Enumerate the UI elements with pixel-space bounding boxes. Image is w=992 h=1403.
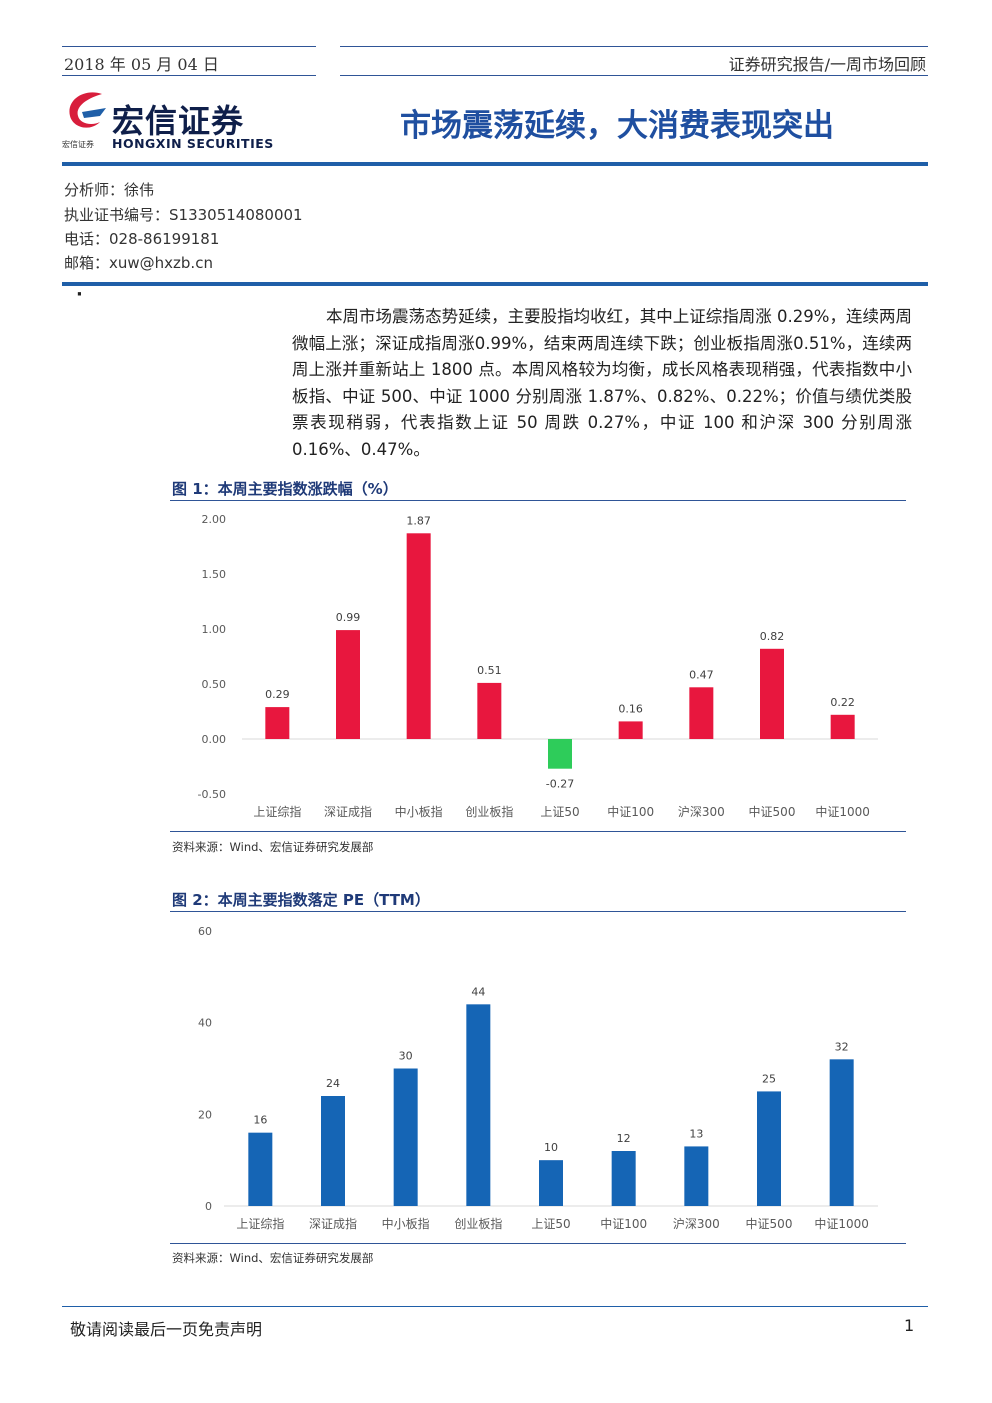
category-label: 沪深300 [678, 805, 725, 819]
data-label: 0.29 [265, 688, 290, 701]
data-label: 25 [762, 1072, 776, 1085]
bar-9 [830, 714, 855, 739]
category-label: 上证50 [531, 1217, 570, 1231]
data-label: 24 [326, 1077, 340, 1090]
y-tick-label: 20 [198, 1108, 212, 1121]
logo-chinese-name: 宏信证券 [112, 102, 245, 140]
data-label: -0.27 [546, 778, 574, 791]
bar-7 [689, 687, 714, 739]
category-label: 深证成指 [309, 1216, 357, 1231]
category-label: 中证500 [749, 804, 796, 819]
data-label: 12 [617, 1132, 631, 1145]
bar-2 [321, 1096, 345, 1206]
category-label: 中证1000 [814, 1216, 869, 1231]
data-label: 0.82 [760, 630, 785, 643]
bar-5 [548, 739, 572, 769]
figure1-title: 图 1：本周主要指数涨跌幅（%） [172, 480, 398, 498]
bar-6 [611, 1151, 636, 1206]
bar-3 [406, 533, 431, 739]
header-rule-right-top [340, 46, 928, 47]
figure1-source: 资料来源：Wind、宏信证券研究发展部 [172, 840, 374, 854]
category-label: 中证100 [607, 804, 654, 819]
data-label: 16 [253, 1114, 267, 1127]
report-category: 证券研究报告/一周市场回顾 [728, 55, 926, 74]
figure1-bottom-rule [170, 831, 906, 832]
bar-5 [539, 1160, 563, 1206]
data-label: 0.16 [618, 702, 643, 715]
analyst-name: 分析师：徐伟 [64, 181, 155, 199]
logo-small-name: 宏信证券 [62, 140, 94, 149]
y-tick-label: 0.00 [202, 733, 227, 746]
report-title: 市场震荡延续，大消费表现突出 [400, 108, 834, 144]
analyst-cert: 执业证书编号：S1330514080001 [64, 206, 303, 224]
header-rule-left-top [62, 46, 316, 47]
footer-disclaimer: 敬请阅读最后一页免责声明 [70, 1320, 263, 1339]
bar-4 [466, 1004, 491, 1206]
bar-4 [477, 682, 502, 739]
category-label: 创业板指 [454, 1216, 502, 1231]
bar-2 [336, 630, 360, 739]
data-label: 0.51 [477, 664, 502, 677]
data-label: 30 [399, 1050, 413, 1063]
category-label: 上证综指 [253, 804, 301, 819]
title-divider [62, 162, 928, 166]
category-label: 沪深300 [673, 1217, 720, 1231]
data-label: 0.99 [336, 611, 361, 624]
figure2-source: 资料来源：Wind、宏信证券研究发展部 [172, 1251, 374, 1265]
y-tick-label: 0 [205, 1200, 212, 1213]
category-label: 中小板指 [395, 804, 443, 819]
y-tick-label: -0.50 [198, 788, 226, 801]
category-label: 上证50 [540, 805, 579, 819]
data-label: 0.22 [830, 696, 855, 709]
bar-1 [248, 1132, 273, 1206]
data-label: 10 [544, 1141, 558, 1154]
header-rule-right-bottom [340, 75, 928, 76]
bar-7 [684, 1146, 709, 1206]
bullet-mark: · [76, 284, 83, 305]
footer-rule [62, 1306, 928, 1307]
data-label: 0.47 [689, 668, 714, 681]
analyst-divider [62, 282, 928, 286]
category-label: 深证成指 [324, 804, 372, 819]
figure2-top-rule [170, 911, 906, 912]
bar-9 [829, 1059, 854, 1206]
figure2-bottom-rule [170, 1243, 906, 1244]
y-tick-label: 1.00 [202, 623, 227, 636]
data-label: 32 [835, 1040, 849, 1053]
header-rule-left-bottom [62, 75, 316, 76]
category-label: 中证100 [600, 1216, 647, 1231]
category-label: 中证1000 [815, 804, 870, 819]
bar-6 [618, 721, 643, 739]
figure1-top-rule [170, 500, 906, 501]
bar-8 [757, 1091, 781, 1206]
category-label: 中小板指 [382, 1216, 430, 1231]
figure2-title: 图 2：本周主要指数落定 PE（TTM） [172, 891, 430, 909]
data-label: 1.87 [406, 514, 431, 527]
data-label: 13 [689, 1127, 703, 1140]
category-label: 上证综指 [236, 1216, 284, 1231]
hongxin-logo-icon [62, 86, 112, 136]
bar-1 [265, 707, 290, 739]
summary-text: 本周市场震荡态势延续，主要股指均收红，其中上证综指周涨 0.29%，连续两周微幅… [292, 307, 912, 459]
y-tick-label: 1.50 [202, 568, 227, 581]
y-tick-label: 2.00 [202, 513, 227, 526]
summary-paragraph: 本周市场震荡态势延续，主要股指均收红，其中上证综指周涨 0.29%，连续两周微幅… [292, 304, 912, 463]
bar-3 [393, 1068, 418, 1206]
analyst-email: 邮箱：xuw@hxzb.cn [64, 254, 213, 272]
analyst-phone: 电话：028-86199181 [64, 230, 220, 248]
page-number: 1 [904, 1316, 915, 1335]
y-tick-label: 40 [198, 1017, 212, 1030]
y-tick-label: 60 [198, 925, 212, 938]
data-label: 44 [471, 985, 485, 998]
y-tick-label: 0.50 [202, 678, 227, 691]
category-label: 创业板指 [465, 804, 513, 819]
bar-8 [760, 648, 784, 739]
category-label: 中证500 [746, 1216, 793, 1231]
report-date: 2018 年 05 月 04 日 [64, 55, 219, 74]
logo-english-name: HONGXIN SECURITIES [112, 136, 274, 151]
